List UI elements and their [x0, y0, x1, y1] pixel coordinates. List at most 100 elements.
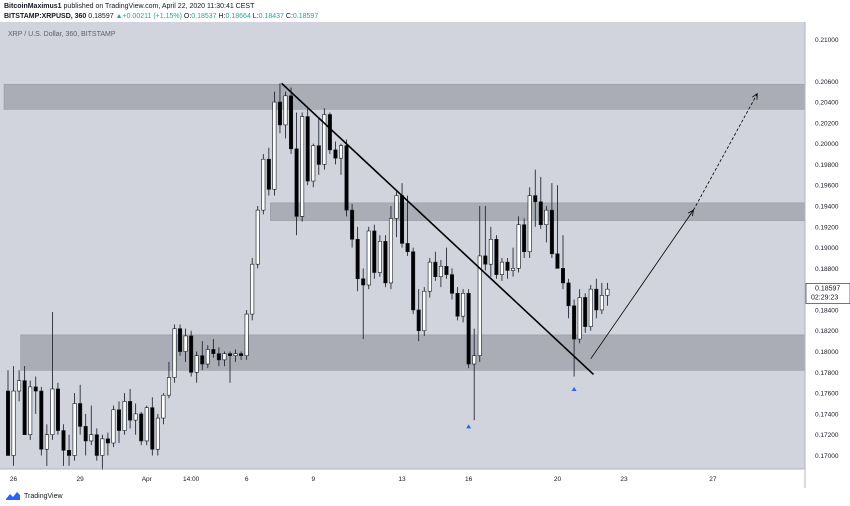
candle-body [388, 218, 393, 284]
candle-body [144, 407, 149, 442]
candle-body [594, 288, 599, 311]
candle-body [161, 394, 166, 419]
up-arrow-marker [571, 386, 577, 391]
last-price-tag-bg [805, 283, 850, 304]
candle-body [244, 313, 249, 356]
candle-body [183, 335, 188, 352]
up-arrow-marker [466, 424, 472, 429]
projection-arrow-solid [590, 209, 694, 360]
candle-body [72, 403, 77, 456]
candle-body [449, 274, 454, 294]
candle-body [305, 116, 310, 182]
candle-body [366, 230, 371, 286]
candle-body [361, 278, 366, 286]
candle-body [100, 438, 105, 456]
candle-body [316, 145, 321, 165]
price-tick-label: 0.19800 [815, 162, 839, 169]
candles [6, 83, 610, 471]
candle-body [477, 255, 482, 356]
high-label: H: [218, 13, 226, 20]
tradingview-logo[interactable]: TradingView [5, 491, 63, 501]
candle-body [483, 255, 488, 265]
candle-body [494, 238, 499, 275]
price-tick-label: 0.20400 [815, 100, 839, 107]
candle-body [416, 309, 421, 332]
candle-body [333, 149, 338, 159]
countdown-label: 02:29:23 [811, 294, 838, 301]
candle-body [433, 261, 438, 277]
candle-body [427, 261, 432, 292]
price-change: +0.00211 (+1.15%) [122, 13, 182, 20]
zone-rect [3, 84, 806, 110]
candle-body [261, 158, 266, 211]
price-tick-label: 0.20600 [815, 79, 839, 86]
candle-body [338, 145, 343, 159]
candle-body [583, 297, 588, 327]
price-tick-label: 0.18000 [815, 349, 839, 356]
candle-body [400, 195, 405, 244]
candle-body [572, 305, 577, 340]
candle-body [294, 148, 299, 217]
price-axis[interactable]: 0.21000 0.20600 0.20400 0.20200 0.20000 0.198… [815, 37, 839, 460]
low-value: 0.18437 [258, 13, 284, 20]
candle-body [94, 434, 99, 456]
time-tick-label: 9 [311, 476, 315, 483]
price-tick-label: 0.19600 [815, 183, 839, 190]
last-price-tag: 0.18597 02:29:23 [805, 283, 850, 304]
candle-body [133, 413, 138, 421]
candle-body [383, 241, 388, 284]
last-price-label: 0.18597 [815, 285, 840, 292]
time-tick-label: 6 [245, 476, 249, 483]
close-label: C: [285, 13, 293, 20]
candle-body [228, 353, 233, 356]
candle-body [22, 380, 27, 435]
chart-area[interactable]: XRP / U.S. Dollar, 360, BITSTAMP 0.21000… [0, 22, 850, 488]
footer: TradingView [0, 488, 850, 506]
candle-body [461, 293, 466, 317]
candle-body [438, 265, 443, 277]
candle-body [350, 209, 355, 240]
candle-body [50, 388, 55, 435]
candle-body [344, 145, 349, 211]
chart-legend: XRP / U.S. Dollar, 360, BITSTAMP [8, 31, 116, 38]
open-value: 0.18537 [191, 13, 217, 20]
price-tick-label: 0.17600 [815, 391, 839, 398]
projection-arrowhead-dashed [752, 92, 758, 100]
candle-body [39, 390, 44, 450]
candle-body [322, 114, 327, 165]
candle-body [155, 417, 160, 450]
projection-arrowhead-solid [688, 209, 694, 217]
price-tick-label: 0.20000 [815, 141, 839, 148]
candle-body [588, 288, 593, 327]
candle-body [505, 261, 510, 271]
candle-body [111, 409, 116, 444]
candle-body [577, 297, 582, 340]
candle-body [172, 328, 177, 378]
candle-body [128, 401, 133, 421]
candle-body [405, 243, 410, 253]
candle-body [216, 353, 221, 361]
candle-body [560, 268, 565, 284]
author-name[interactable]: BitcoinMaximus1 [4, 3, 62, 10]
candle-body [300, 116, 305, 217]
candle-body [189, 335, 194, 373]
time-axis[interactable]: 26 29 Apr 14:00 6 9 13 16 20 23 27 [10, 476, 717, 483]
candle-body [549, 209, 554, 255]
candle-body [499, 261, 504, 275]
time-tick-label: 20 [554, 476, 562, 483]
candle-body [194, 355, 199, 373]
candle-body [422, 290, 427, 332]
up-triangle-icon: ▲ [115, 13, 123, 20]
symbol-name: BITSTAMP:XRPUSD, 360 [4, 13, 87, 20]
publish-info: BitcoinMaximus1 published on TradingView… [4, 2, 254, 11]
time-tick-label: 14:00 [183, 476, 200, 483]
projection-arrow-dashed [693, 93, 758, 211]
candle-body [555, 253, 560, 269]
candle-body [411, 251, 416, 311]
candle-body [105, 438, 110, 444]
candlestick-chart[interactable]: XRP / U.S. Dollar, 360, BITSTAMP 0.21000… [0, 22, 850, 488]
high-value: 0.18664 [225, 13, 251, 20]
time-tick-label: 16 [465, 476, 473, 483]
drawings [281, 82, 758, 429]
time-tick-label: 27 [709, 476, 717, 483]
